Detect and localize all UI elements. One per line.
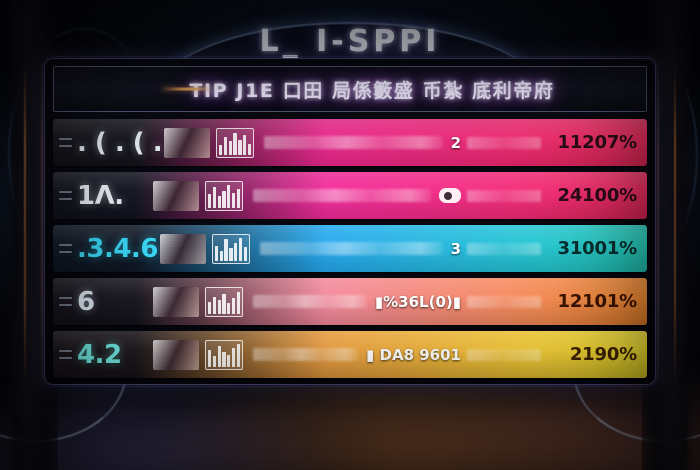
row-thumbnail-icon [153,339,199,370]
row-thumbnail-icon [159,233,206,264]
row-marker-icon [59,138,77,147]
row-content: 1Λ. 24100% [53,172,647,219]
row-secondary-label [467,242,541,255]
panel-header-title: TIP J1E 口田 局係籔盛 币紮 底利帝府 [189,79,555,102]
row-secondary-label [467,295,541,308]
leaderboard-rows: . ( . ( . 2 11207% 1Λ. 24100% .3.4.6 3 31001% 6 ▮… [53,119,647,378]
row-label [253,348,359,361]
rank-value: . ( . ( . [77,127,163,158]
table-row[interactable]: .3.4.6 3 31001% [53,225,647,272]
decorative-arc-top [155,22,545,174]
table-row[interactable]: 1Λ. 24100% [53,172,647,219]
mini-bar-chart-icon [205,286,243,317]
row-gradient-fill [53,278,647,325]
bezel-light-strip-right-inner [674,60,676,390]
row-gradient-fill [53,172,647,219]
row-badge: ▮%36L(0)▮ [374,292,461,311]
row-marker-icon [59,297,77,306]
row-content: .3.4.6 3 31001% [53,225,647,272]
row-marker-icon [59,244,77,253]
row-marker-icon [59,350,77,359]
row-value: 11207% [557,132,638,153]
header-accent-bar [162,87,210,91]
row-secondary-label [467,136,541,149]
row-label [264,136,443,149]
row-value: 24100% [557,185,638,206]
row-content: . ( . ( . 2 11207% [53,119,647,166]
rank-value: 6 [77,286,95,317]
row-value: 2190% [569,344,637,365]
row-thumbnail-icon [153,286,199,317]
rank-value: 4.2 [77,339,122,370]
panel-header-bar: TIP J1E 口田 局係籔盛 币紮 底利帝府 [53,66,647,112]
rank-value: 1Λ. [77,180,124,211]
table-row[interactable]: 6 ▮%36L(0)▮ 12101% [53,278,647,325]
row-label [253,295,367,308]
row-label [253,189,431,202]
bezel-light-strip-left-inner [24,60,26,390]
mini-bar-chart-icon [205,180,243,211]
row-gradient-fill [53,331,647,378]
row-secondary-label [467,189,541,202]
row-thumbnail-icon [164,127,211,158]
row-value: 31001% [557,238,638,259]
row-gradient-fill [53,119,647,166]
brand-title: L_ I-SPPI [259,24,441,59]
mini-bar-chart-icon [211,233,250,264]
row-secondary-label [467,348,541,361]
row-content: 4.2 ▮ DA8 9601 2190% [53,331,647,378]
table-row[interactable]: . ( . ( . 2 11207% [53,119,647,166]
row-badge: ▮ DA8 9601 [366,345,461,364]
row-marker-icon [59,191,77,200]
row-thumbnail-icon [153,180,199,211]
bezel-light-strip-right-outer [657,60,659,390]
leaderboard-panel: TIP J1E 口田 局係籔盛 币紮 底利帝府 . ( . ( . 2 11207%… [44,58,656,385]
bezel-light-strip-left-outer [41,60,43,390]
rank-value: .3.4.6 [77,233,158,264]
row-badge: 3 [450,239,461,258]
row-label [259,242,443,255]
status-badge-icon [439,188,461,203]
row-value: 12101% [557,291,638,312]
decorative-arc-right [546,30,698,280]
row-badge: 2 [450,133,461,152]
row-gradient-fill [53,225,647,272]
mini-bar-chart-icon [216,127,255,158]
row-content: 6 ▮%36L(0)▮ 12101% [53,278,647,325]
table-row[interactable]: 4.2 ▮ DA8 9601 2190% [53,331,647,378]
mini-bar-chart-icon [205,339,243,370]
